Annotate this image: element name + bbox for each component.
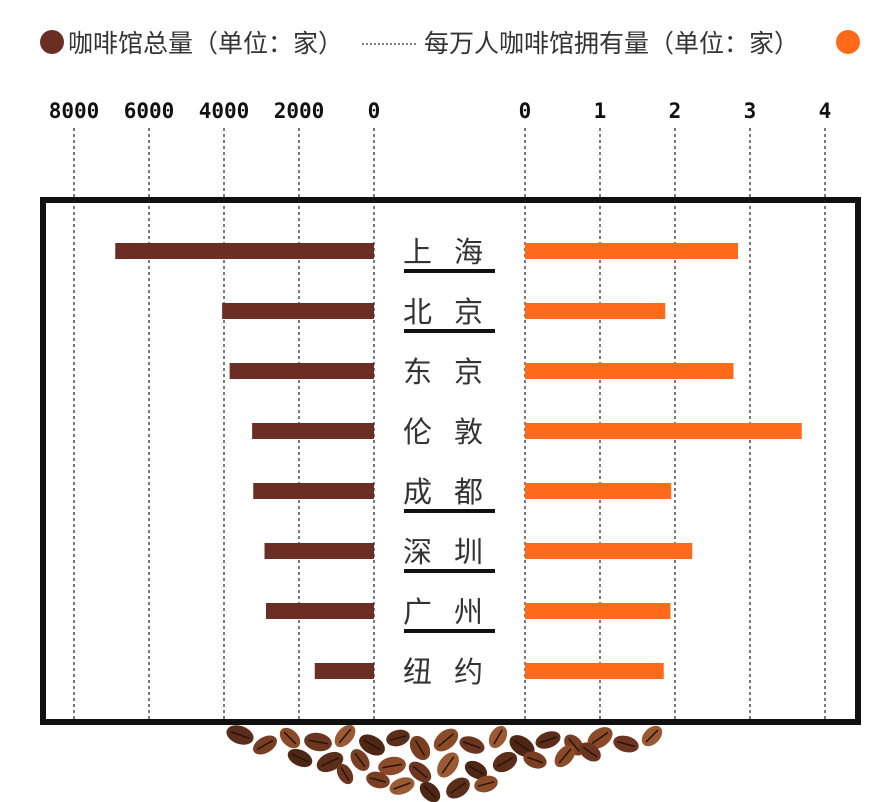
coffee-bean-crease <box>539 736 557 744</box>
coffee-bean-crease <box>513 739 531 753</box>
coffee-bean-crease <box>369 777 387 783</box>
right-tick-label: 3 <box>744 99 757 123</box>
left-bar <box>266 603 374 619</box>
coffee-bean-crease <box>389 735 407 741</box>
coffee-bean-crease <box>591 731 609 745</box>
legend-left-label: 咖啡馆总量（单位：家） <box>68 29 343 58</box>
left-tick-label: 8000 <box>49 99 100 123</box>
coffee-bean-crease <box>477 781 495 787</box>
coffee-bean-crease <box>412 765 428 779</box>
left-tick-label: 6000 <box>124 99 175 123</box>
coffee-bean-crease <box>496 756 514 768</box>
coffee-bean-crease <box>558 748 572 764</box>
right-tick-label: 1 <box>594 99 607 123</box>
right-bar <box>525 303 666 319</box>
coffee-bean-crease <box>568 738 580 752</box>
coffee-bean-crease <box>463 741 481 749</box>
coffee-bean-crease <box>256 739 274 751</box>
axis-ticks: 8000 6000 4000 2000 0 0 1 2 3 4 <box>49 99 832 123</box>
coffee-bean-crease <box>338 728 352 744</box>
right-bar <box>525 543 693 559</box>
city-label: 伦敦 <box>403 415 505 449</box>
city-label: 成都 <box>403 475 505 509</box>
left-tick-label: 4000 <box>199 99 250 123</box>
coffee-bean-crease <box>468 765 484 775</box>
coffee-bean-crease <box>441 756 455 774</box>
coffee-bean <box>419 781 441 802</box>
left-tick-label: 0 <box>368 99 381 123</box>
coffee-bean-crease <box>493 729 503 745</box>
city-label: 东京 <box>403 355 505 389</box>
left-bar <box>314 663 374 679</box>
left-bar <box>229 363 374 379</box>
city-label: 上海 <box>403 235 505 269</box>
legend-right-marker <box>836 30 860 54</box>
right-bar <box>525 423 802 439</box>
coffee-bean-crease <box>414 739 426 757</box>
left-tick-label: 2000 <box>274 99 325 123</box>
right-tick-label: 4 <box>819 99 832 123</box>
coffee-bean-crease <box>617 740 635 748</box>
coffee-bean-crease <box>291 753 309 763</box>
right-tick-label: 0 <box>519 99 532 123</box>
coffee-bean-crease <box>283 731 297 745</box>
left-bar <box>264 543 374 559</box>
coffee-beans-image <box>226 724 663 802</box>
coffee-bean-crease <box>438 733 454 747</box>
city-label: 深圳 <box>403 535 505 569</box>
coffee-bean-crease <box>582 746 598 758</box>
coffee-bean-crease <box>645 729 659 743</box>
coffee-bean-crease <box>363 739 381 751</box>
right-bar <box>525 363 734 379</box>
coffee-bean-crease <box>393 782 411 790</box>
coffee-bean-crease <box>320 757 340 767</box>
left-bar <box>252 423 374 439</box>
coffee-bean-crease <box>382 763 402 769</box>
left-bar <box>222 303 374 319</box>
coffee-bean-crease <box>526 756 544 764</box>
coffee-bean-crease <box>230 730 250 740</box>
coffee-bean-crease <box>308 739 328 745</box>
city-label: 北京 <box>403 295 505 329</box>
chart-frame <box>40 197 861 725</box>
right-bar <box>525 663 664 679</box>
legend-left-marker <box>40 30 64 54</box>
coffee-bean-crease <box>340 766 350 782</box>
left-bar <box>253 483 374 499</box>
coffee-bean-crease <box>423 785 437 799</box>
bars <box>115 243 802 679</box>
city-label: 广州 <box>403 595 505 629</box>
right-bar <box>525 243 738 259</box>
left-bar <box>115 243 374 259</box>
right-tick-label: 2 <box>669 99 682 123</box>
legend-right-label: 每万人咖啡馆拥有量（单位：家） <box>424 29 799 58</box>
coffee-bean-crease <box>354 752 366 768</box>
city-label: 纽约 <box>403 655 505 689</box>
right-bar <box>525 603 671 619</box>
right-bar <box>525 483 672 499</box>
legend: 咖啡馆总量（单位：家） 每万人咖啡馆拥有量（单位：家） <box>40 29 860 58</box>
coffee-bean-crease <box>450 782 466 794</box>
